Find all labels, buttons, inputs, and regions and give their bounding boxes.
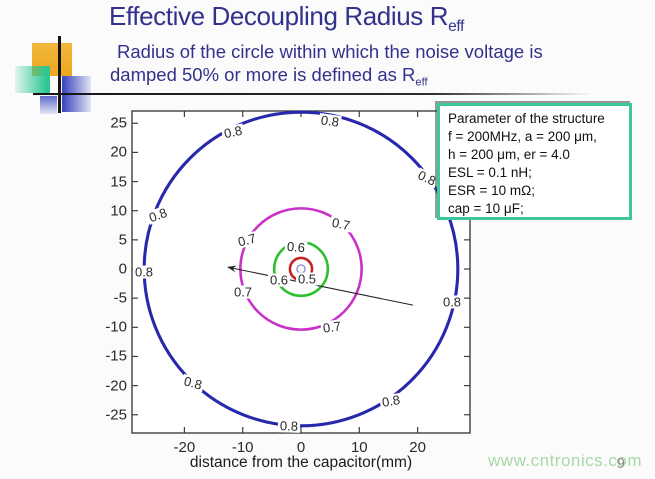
slide-title: Effective Decoupling Radius Reff (109, 1, 464, 36)
parameter-box: Parameter of the structure f = 200MHz, a… (437, 103, 632, 220)
plot-frame (131, 110, 471, 434)
subtitle-line-2: damped 50% or more is defined as Reff (110, 64, 428, 89)
subtitle-line-1: Radius of the circle within which the no… (117, 41, 543, 62)
logo-vertical-line (58, 36, 61, 113)
parameter-box-line-esr: ESR = 10 mΩ; (448, 183, 535, 198)
watermark-text: www.cntronics.com (488, 451, 642, 470)
logo-blue-small-rect (40, 96, 57, 114)
parameter-box-line-h: h = 200 μm, er = 4.0 (448, 147, 570, 162)
slide-title-text: Effective Decoupling Radius R (109, 1, 449, 31)
annotation-arrow (227, 265, 414, 306)
slide-title-subscript: eff (448, 18, 464, 36)
parameter-box-line-esl: ESL = 0.1 nH; (448, 165, 532, 180)
page-number: 9 (616, 455, 625, 472)
logo-green-rect (15, 66, 50, 93)
parameter-box-line-f: f = 200MHz, a = 200 μm, (448, 129, 597, 144)
contour-circle-0.7 (239, 207, 363, 331)
header-divider-line (33, 93, 603, 95)
parameter-box-line-cap: cap = 10 μF; (448, 201, 524, 216)
parameter-box-title: Parameter of the structure (448, 111, 605, 126)
slide-subtitle: Radius of the circle within which the no… (110, 40, 543, 89)
